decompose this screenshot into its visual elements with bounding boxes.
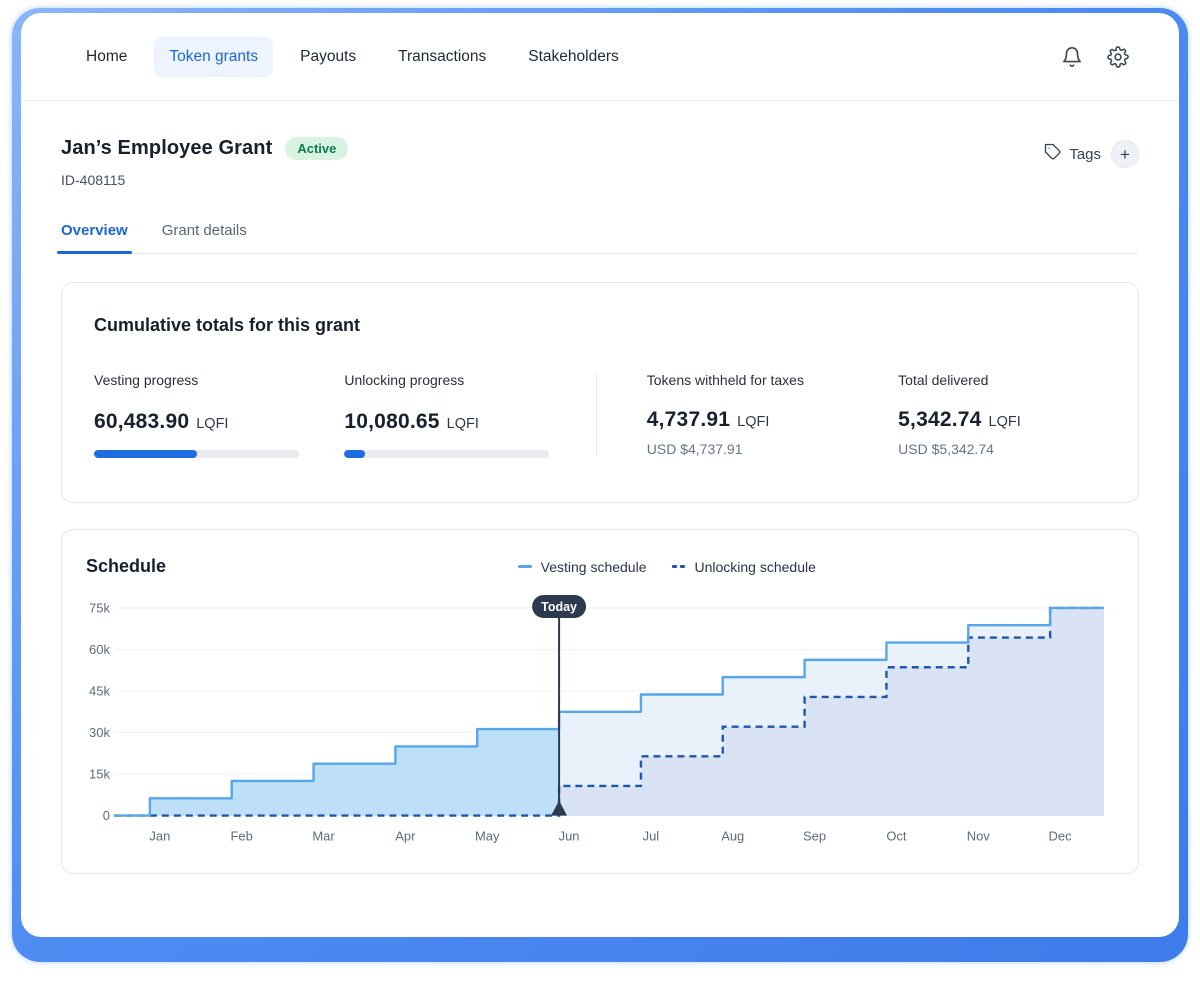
metric-unit: LQFI bbox=[196, 416, 228, 432]
legend-label: Vesting schedule bbox=[541, 559, 647, 575]
schedule-header: Schedule Vesting schedule Unlocking sche… bbox=[86, 556, 1114, 577]
app-window: Home Token grants Payouts Transactions S… bbox=[21, 13, 1179, 937]
metrics-row: Vesting progress 60,483.90 LQFI Unlockin… bbox=[94, 372, 1106, 458]
status-badge: Active bbox=[285, 137, 348, 160]
legend-unlocking: Unlocking schedule bbox=[672, 559, 815, 575]
totals-card-title: Cumulative totals for this grant bbox=[94, 315, 1106, 336]
legend-vesting: Vesting schedule bbox=[518, 559, 647, 575]
schedule-title: Schedule bbox=[86, 556, 518, 577]
grant-id: ID-408115 bbox=[61, 172, 348, 188]
metric-label: Total delivered bbox=[898, 372, 1106, 388]
bell-icon[interactable] bbox=[1061, 46, 1083, 68]
svg-text:Mar: Mar bbox=[312, 829, 335, 844]
svg-text:60k: 60k bbox=[89, 642, 110, 657]
device-frame: Home Token grants Payouts Transactions S… bbox=[12, 8, 1188, 962]
tags-label: Tags bbox=[1069, 146, 1101, 163]
svg-text:Dec: Dec bbox=[1049, 829, 1073, 844]
svg-text:Today: Today bbox=[541, 600, 577, 614]
tabs-row: Overview Grant details bbox=[61, 222, 1139, 254]
nav-item-token-grants[interactable]: Token grants bbox=[154, 37, 273, 77]
metric-value: 5,342.74 bbox=[898, 408, 981, 432]
schedule-card: Schedule Vesting schedule Unlocking sche… bbox=[61, 529, 1139, 874]
nav-item-stakeholders[interactable]: Stakeholders bbox=[513, 37, 633, 77]
svg-text:Oct: Oct bbox=[886, 829, 907, 844]
nav-icons bbox=[1061, 46, 1129, 68]
svg-text:Apr: Apr bbox=[395, 829, 416, 844]
unlocking-progress-bar bbox=[344, 450, 549, 458]
svg-text:Jun: Jun bbox=[559, 829, 580, 844]
add-tag-button[interactable]: + bbox=[1111, 140, 1139, 168]
nav-items: Home Token grants Payouts Transactions S… bbox=[71, 37, 634, 77]
unlocking-progress-fill bbox=[344, 450, 365, 458]
metric-unit: LQFI bbox=[447, 416, 479, 432]
tabs-divider bbox=[61, 253, 1139, 254]
svg-text:Aug: Aug bbox=[721, 829, 744, 844]
metric-tokens-withheld: Tokens withheld for taxes 4,737.91 LQFI … bbox=[647, 372, 898, 457]
title-block: Jan’s Employee Grant Active ID-408115 bbox=[61, 137, 348, 188]
metric-label: Tokens withheld for taxes bbox=[647, 372, 898, 388]
nav-item-payouts[interactable]: Payouts bbox=[285, 37, 371, 77]
unlocking-legend-swatch bbox=[672, 565, 685, 568]
chart-area: 0 15k 30k 45k 60k 75k Jan Feb Mar Apr May Jun Jul Aug… bbox=[86, 593, 1114, 855]
nav-item-transactions[interactable]: Transactions bbox=[383, 37, 501, 77]
metric-usd: USD $5,342.74 bbox=[898, 441, 1106, 457]
chart-legend: Vesting schedule Unlocking schedule bbox=[518, 559, 816, 575]
vesting-progress-bar bbox=[94, 450, 299, 458]
svg-text:15k: 15k bbox=[89, 767, 110, 782]
gear-icon[interactable] bbox=[1107, 46, 1129, 68]
metric-value: 10,080.65 bbox=[344, 410, 439, 434]
metric-vesting-progress: Vesting progress 60,483.90 LQFI bbox=[94, 372, 344, 458]
header-actions: Tags + bbox=[1044, 137, 1139, 168]
page-header: Jan’s Employee Grant Active ID-408115 bbox=[61, 137, 1139, 188]
cumulative-totals-card: Cumulative totals for this grant Vesting… bbox=[61, 282, 1139, 503]
svg-text:75k: 75k bbox=[89, 600, 110, 615]
metric-unit: LQFI bbox=[737, 414, 769, 430]
svg-text:45k: 45k bbox=[89, 683, 110, 698]
vesting-progress-fill bbox=[94, 450, 197, 458]
vesting-legend-swatch bbox=[518, 565, 532, 568]
metric-label: Vesting progress bbox=[94, 372, 344, 388]
tag-icon bbox=[1044, 143, 1062, 165]
metric-unlocking-progress: Unlocking progress 10,080.65 LQFI bbox=[344, 372, 595, 458]
legend-label: Unlocking schedule bbox=[694, 559, 815, 575]
tab-grant-details[interactable]: Grant details bbox=[162, 222, 247, 254]
svg-text:Jul: Jul bbox=[643, 829, 660, 844]
page-title: Jan’s Employee Grant bbox=[61, 137, 272, 160]
metric-unit: LQFI bbox=[989, 414, 1021, 430]
svg-text:Feb: Feb bbox=[231, 829, 253, 844]
top-navigation: Home Token grants Payouts Transactions S… bbox=[21, 13, 1179, 101]
nav-item-home[interactable]: Home bbox=[71, 37, 142, 77]
metric-total-delivered: Total delivered 5,342.74 LQFI USD $5,342… bbox=[898, 372, 1106, 457]
svg-text:0: 0 bbox=[103, 808, 110, 823]
svg-text:Nov: Nov bbox=[967, 829, 991, 844]
svg-text:May: May bbox=[475, 829, 500, 844]
schedule-chart[interactable]: 0 15k 30k 45k 60k 75k Jan Feb Mar Apr May Jun Jul Aug… bbox=[86, 593, 1114, 855]
metric-value: 4,737.91 bbox=[647, 408, 730, 432]
tags-button[interactable]: Tags bbox=[1044, 143, 1101, 165]
main-content: Jan’s Employee Grant Active ID-408115 bbox=[21, 137, 1179, 874]
svg-text:Jan: Jan bbox=[149, 829, 170, 844]
tab-overview[interactable]: Overview bbox=[61, 222, 128, 254]
metrics-divider bbox=[596, 374, 597, 456]
svg-text:Sep: Sep bbox=[803, 829, 826, 844]
metric-label: Unlocking progress bbox=[344, 372, 595, 388]
metric-usd: USD $4,737.91 bbox=[647, 441, 898, 457]
svg-text:30k: 30k bbox=[89, 725, 110, 740]
metric-value: 60,483.90 bbox=[94, 410, 189, 434]
